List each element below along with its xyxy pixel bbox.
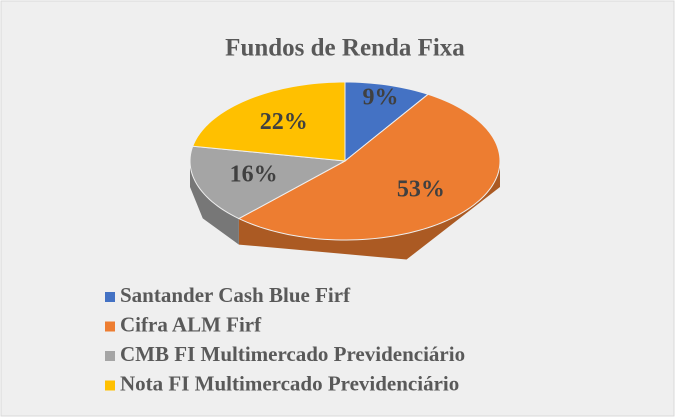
slice [344, 81, 430, 163]
legend-label: Nota FI Multimercado Previdenciário [120, 371, 459, 395]
data-label: 22% [260, 109, 308, 135]
slice [237, 93, 501, 241]
data-label: 53% [397, 177, 445, 203]
data-label: 16% [230, 162, 278, 188]
slice-side [190, 161, 239, 245]
slice [189, 145, 347, 220]
legend-label: Santander Cash Blue Firf [120, 283, 351, 307]
legend-label: CMB FI Multimercado Previdenciário [120, 342, 465, 366]
legend-swatch [105, 351, 115, 361]
legend-swatch [105, 380, 115, 391]
legend-label: Cifra ALM Firf [120, 312, 262, 336]
slice [192, 81, 346, 162]
data-label: 9% [362, 84, 398, 110]
legend-swatch [105, 321, 115, 332]
legend-swatch [105, 292, 115, 302]
chart-title: Fundos de Renda Fixa [225, 35, 465, 62]
slice-side [238, 161, 500, 260]
